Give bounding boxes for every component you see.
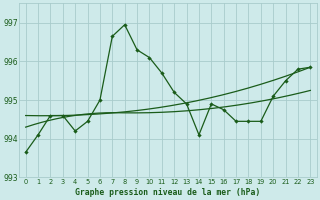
X-axis label: Graphe pression niveau de la mer (hPa): Graphe pression niveau de la mer (hPa) — [76, 188, 260, 197]
